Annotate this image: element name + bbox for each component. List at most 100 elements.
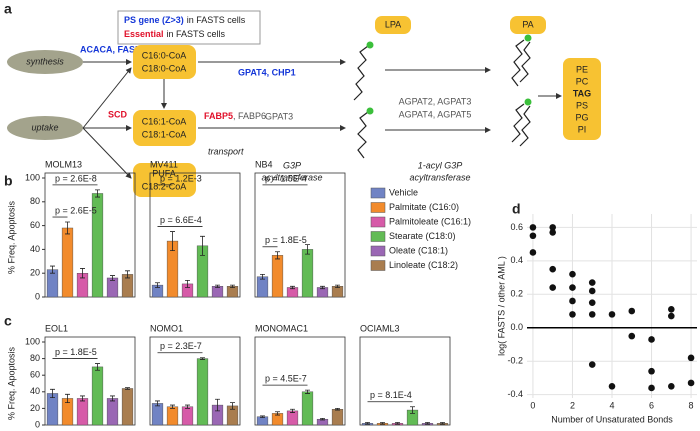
bar (256, 276, 269, 298)
error-bar (335, 284, 340, 288)
p-value: p = 2.6E-8 (55, 173, 97, 183)
point (687, 354, 695, 362)
bar (196, 358, 209, 426)
error-bar (335, 408, 340, 411)
point (549, 284, 556, 291)
step-label: acyltransferase (261, 172, 322, 182)
bar (271, 255, 284, 298)
metabolite-box (133, 163, 196, 197)
point (588, 311, 596, 318)
point (569, 297, 576, 305)
panel-label: b (4, 173, 13, 189)
p-value: p = 1.2E-3 (160, 173, 202, 183)
bar (61, 227, 74, 298)
y-tick-label: 80 (30, 353, 40, 363)
enzyme: GPAT4, CHP1 (238, 67, 296, 77)
metabolite-box (375, 16, 411, 34)
source-label: synthesis (26, 56, 64, 66)
point (668, 312, 675, 320)
error-bar (275, 251, 280, 260)
point (569, 270, 576, 278)
arrow (82, 67, 132, 129)
lipid-chain (511, 39, 525, 87)
point (668, 306, 675, 313)
bar (331, 286, 344, 298)
source-node (7, 50, 83, 74)
error-bar (380, 422, 385, 425)
p-value: p = 4.5E-7 (265, 374, 307, 384)
source-node (7, 116, 83, 140)
plot-frame (149, 172, 241, 298)
legend-swatch (370, 216, 386, 228)
p-value: p = 1.8E-5 (55, 347, 97, 357)
point (529, 249, 537, 256)
bar (46, 393, 59, 426)
y-tick-label: 40 (30, 244, 40, 254)
metabolite: C18:2-CoA (142, 181, 187, 191)
metabolite: LPA (385, 19, 401, 29)
error-bar (305, 244, 310, 255)
plots: PE PC TAG PS PG PI a b c d Vehicle Palmitate (C16:0… (4, 1, 697, 429)
arrow (82, 127, 132, 179)
x-tick-label: 8 (689, 400, 694, 410)
plot-frame (359, 336, 451, 426)
y-tick-label: 20 (30, 268, 40, 278)
bar (91, 366, 104, 426)
point (549, 229, 556, 236)
step-label: acyltransferase (409, 172, 470, 182)
error-bar (125, 387, 130, 390)
p-value: p = 2.3E-7 (160, 341, 202, 351)
plot-title: MV411 (150, 159, 178, 169)
y-tick-label: 60 (30, 370, 40, 380)
error-bar (95, 189, 100, 198)
p-value: p = 2.6E-5 (55, 205, 97, 215)
enzyme: SCD (108, 109, 128, 119)
lipid-chain (519, 105, 531, 147)
bar (121, 388, 134, 426)
point (588, 287, 596, 295)
bar (181, 406, 194, 426)
legend-label: Oleate (C18:1) (389, 245, 448, 255)
point (648, 367, 655, 375)
panel-label: c (4, 313, 12, 329)
error-bar (110, 395, 115, 402)
plot-title: OCIAML3 (360, 323, 400, 333)
y-axis-label: % Freq. Apoptosis (6, 200, 16, 274)
key-text: Essential in FASTS cells (124, 29, 226, 39)
point (529, 224, 537, 231)
point (648, 336, 655, 343)
y-tick-label: 20 (30, 403, 40, 413)
bar (301, 391, 314, 426)
error-bar (365, 422, 370, 425)
diagram: synthesis uptake PS gene (Z>3) in FASTS c… (7, 10, 601, 197)
product-box (563, 58, 601, 140)
legend-swatch (370, 187, 386, 199)
error-bar (320, 285, 325, 290)
metabolite: C16:0-CoA (142, 50, 187, 60)
lipid-chain (511, 103, 525, 143)
point (588, 279, 596, 286)
x-axis-label: Number of Unsaturated Bonds (551, 414, 673, 424)
error-bar (95, 363, 100, 371)
point (668, 382, 675, 390)
legend-label: Linoleate (C18:2) (389, 260, 458, 270)
lipid-head (366, 41, 374, 49)
x-tick-label: 4 (609, 400, 614, 410)
error-bar (170, 231, 175, 251)
legend-swatch (370, 202, 386, 213)
y-tick-label: 0 (35, 291, 40, 301)
bar (331, 409, 344, 426)
point (687, 379, 695, 387)
key-box (117, 10, 261, 45)
error-bar (185, 279, 190, 288)
error-bar (125, 270, 130, 279)
error-bar (230, 284, 235, 288)
error-bar (80, 395, 85, 402)
error-bar (200, 235, 205, 256)
y-tick-label: 80 (30, 196, 40, 206)
panel-label: a (4, 1, 12, 17)
error-bar (110, 275, 115, 281)
enzyme: ACACA, FASN (80, 44, 142, 54)
p-value: p = 8.1E-4 (370, 390, 412, 400)
